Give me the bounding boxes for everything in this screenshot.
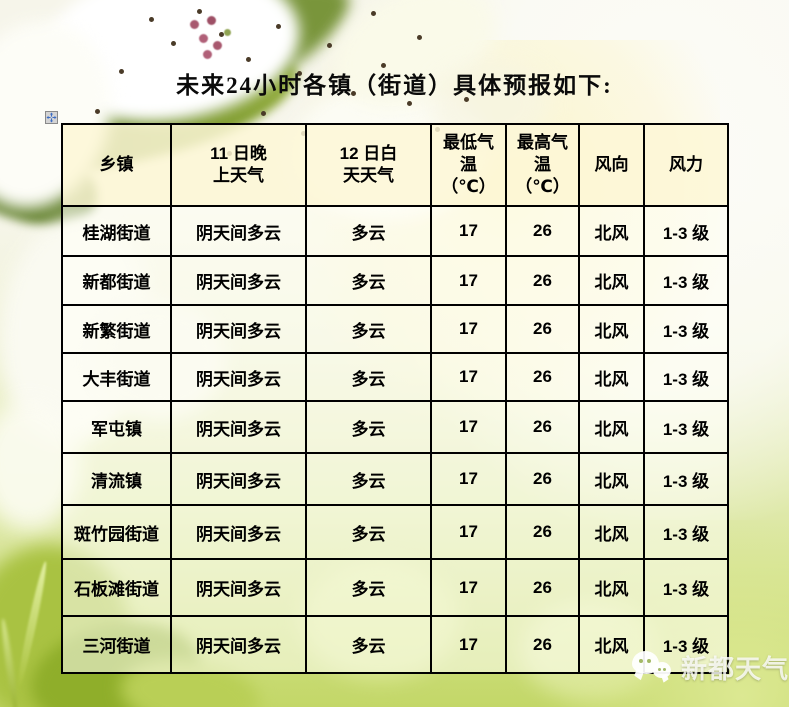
night-weather-cell: 阴天间多云 <box>170 205 307 257</box>
night-weather-cell: 阴天间多云 <box>170 504 307 560</box>
wind-direction-cell: 北风 <box>578 255 645 306</box>
night-weather-cell: 阴天间多云 <box>170 304 307 354</box>
grass-blade-image <box>14 560 50 690</box>
township-cell: 大丰街道 <box>61 352 172 402</box>
max-temp-cell: 26 <box>505 205 580 257</box>
day-weather-cell: 多云 <box>305 400 432 454</box>
min-temp-cell: 17 <box>430 304 507 354</box>
max-temp-cell: 26 <box>505 504 580 560</box>
township-cell: 斑竹园街道 <box>61 504 172 560</box>
day-weather-cell: 多云 <box>305 352 432 402</box>
wind-direction-cell: 北风 <box>578 205 645 257</box>
column-header-max-temp: 最高气 温 （℃） <box>505 123 580 207</box>
township-cell: 军屯镇 <box>61 400 172 454</box>
column-header-wind-direction: 风向 <box>578 123 645 207</box>
flower-center-anthers <box>0 0 5 5</box>
flower-stamen-dots <box>0 0 3 3</box>
table-move-handle-icon[interactable] <box>45 111 58 124</box>
township-cell: 石板滩街道 <box>61 558 172 617</box>
table-row: 新都街道 阴天间多云 多云 17 26 北风 1-3 级 <box>61 255 729 306</box>
header-row: 乡镇 11 日晚 上天气 12 日白 天天气 最低气 温 （℃） 最高气 温 （… <box>61 123 729 207</box>
township-cell: 新都街道 <box>61 255 172 306</box>
min-temp-cell: 17 <box>430 205 507 257</box>
column-header-day-weather: 12 日白 天天气 <box>305 123 432 207</box>
wind-direction-cell: 北风 <box>578 504 645 560</box>
page-title: 未来24小时各镇（街道）具体预报如下: <box>176 73 613 98</box>
forecast-table: 乡镇 11 日晚 上天气 12 日白 天天气 最低气 温 （℃） 最高气 温 （… <box>61 123 729 674</box>
grass-blade-image <box>0 617 20 707</box>
table-row: 三河街道 阴天间多云 多云 17 26 北风 1-3 级 <box>61 615 729 674</box>
max-temp-cell: 26 <box>505 304 580 354</box>
watermark-text: 新都天气 <box>681 653 789 684</box>
wind-direction-cell: 北风 <box>578 400 645 454</box>
wind-force-cell: 1-3 级 <box>643 400 729 454</box>
max-temp-cell: 26 <box>505 558 580 617</box>
day-weather-cell: 多云 <box>305 615 432 674</box>
day-weather-cell: 多云 <box>305 255 432 306</box>
min-temp-cell: 17 <box>430 255 507 306</box>
night-weather-cell: 阴天间多云 <box>170 400 307 454</box>
column-header-night-weather: 11 日晚 上天气 <box>170 123 307 207</box>
wechat-logo-icon <box>632 648 676 686</box>
wind-direction-cell: 北风 <box>578 352 645 402</box>
table-row: 大丰街道 阴天间多云 多云 17 26 北风 1-3 级 <box>61 352 729 402</box>
wind-force-cell: 1-3 级 <box>643 255 729 306</box>
township-cell: 三河街道 <box>61 615 172 674</box>
table-row: 斑竹园街道 阴天间多云 多云 17 26 北风 1-3 级 <box>61 504 729 560</box>
wind-force-cell: 1-3 级 <box>643 504 729 560</box>
night-weather-cell: 阴天间多云 <box>170 352 307 402</box>
min-temp-cell: 17 <box>430 452 507 506</box>
wind-force-cell: 1-3 级 <box>643 452 729 506</box>
township-cell: 桂湖街道 <box>61 205 172 257</box>
wind-force-cell: 1-3 级 <box>643 352 729 402</box>
day-weather-cell: 多云 <box>305 558 432 617</box>
night-weather-cell: 阴天间多云 <box>170 255 307 306</box>
day-weather-cell: 多云 <box>305 504 432 560</box>
min-temp-cell: 17 <box>430 504 507 560</box>
night-weather-cell: 阴天间多云 <box>170 615 307 674</box>
max-temp-cell: 26 <box>505 615 580 674</box>
night-weather-cell: 阴天间多云 <box>170 452 307 506</box>
min-temp-cell: 17 <box>430 615 507 674</box>
night-weather-cell: 阴天间多云 <box>170 558 307 617</box>
day-weather-cell: 多云 <box>305 452 432 506</box>
forecast-table-header: 乡镇 11 日晚 上天气 12 日白 天天气 最低气 温 （℃） 最高气 温 （… <box>61 123 729 207</box>
township-cell: 清流镇 <box>61 452 172 506</box>
day-weather-cell: 多云 <box>305 304 432 354</box>
column-header-min-temp: 最低气 温 （℃） <box>430 123 507 207</box>
wind-force-cell: 1-3 级 <box>643 558 729 617</box>
wind-direction-cell: 北风 <box>578 615 645 674</box>
table-row: 桂湖街道 阴天间多云 多云 17 26 北风 1-3 级 <box>61 205 729 257</box>
move-cross-arrows-icon <box>46 112 57 123</box>
forecast-table-body: 桂湖街道 阴天间多云 多云 17 26 北风 1-3 级新都街道 阴天间多云 多云 17 26 北风 1… <box>61 205 729 674</box>
max-temp-cell: 26 <box>505 352 580 402</box>
table-row: 新繁街道 阴天间多云 多云 17 26 北风 1-3 级 <box>61 304 729 354</box>
table-row: 石板滩街道 阴天间多云 多云 17 26 北风 1-3 级 <box>61 558 729 617</box>
max-temp-cell: 26 <box>505 255 580 306</box>
column-header-township: 乡镇 <box>61 123 172 207</box>
column-header-wind-force: 风力 <box>643 123 729 207</box>
table-row: 军屯镇 阴天间多云 多云 17 26 北风 1-3 级 <box>61 400 729 454</box>
table-row: 清流镇 阴天间多云 多云 17 26 北风 1-3 级 <box>61 452 729 506</box>
township-cell: 新繁街道 <box>61 304 172 354</box>
speech-bubble-small <box>653 662 671 678</box>
min-temp-cell: 17 <box>430 352 507 402</box>
max-temp-cell: 26 <box>505 452 580 506</box>
wind-force-cell: 1-3 级 <box>643 205 729 257</box>
min-temp-cell: 17 <box>430 558 507 617</box>
wind-direction-cell: 北风 <box>578 452 645 506</box>
watermark: 新都天气 <box>632 648 789 686</box>
max-temp-cell: 26 <box>505 400 580 454</box>
wind-direction-cell: 北风 <box>578 304 645 354</box>
day-weather-cell: 多云 <box>305 205 432 257</box>
wind-force-cell: 1-3 级 <box>643 304 729 354</box>
min-temp-cell: 17 <box>430 400 507 454</box>
wind-direction-cell: 北风 <box>578 558 645 617</box>
